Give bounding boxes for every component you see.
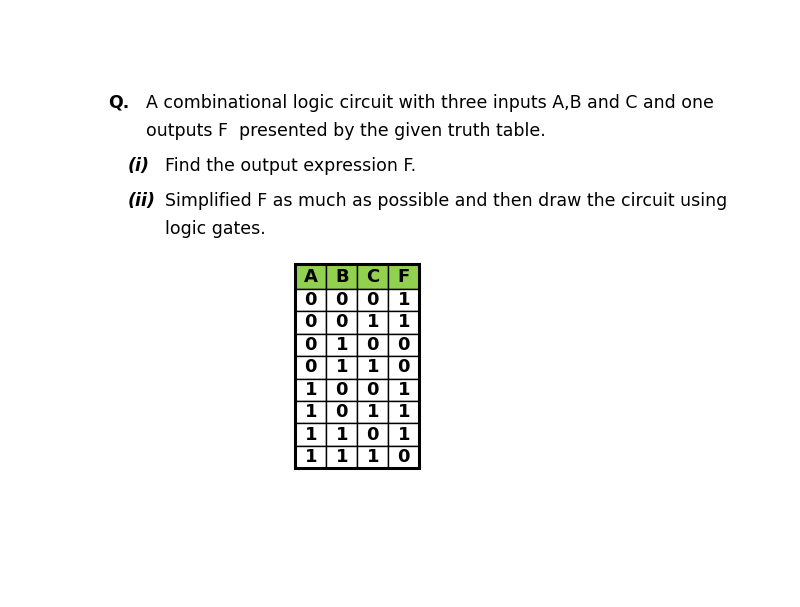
Bar [388,334,419,356]
Text: 1: 1 [305,448,317,466]
Text: 1: 1 [335,426,348,444]
Bar [358,401,388,424]
Text: A combinational logic circuit with three inputs A,B and C and one: A combinational logic circuit with three… [146,94,714,112]
Text: 1: 1 [335,336,348,354]
Bar [388,379,419,401]
Bar [388,446,419,468]
Text: 0: 0 [305,358,317,376]
Text: 0: 0 [398,448,410,466]
Text: 0: 0 [366,426,379,444]
Text: F: F [398,268,410,286]
Bar [388,424,419,446]
Bar [326,424,358,446]
Bar [326,356,358,379]
Bar [326,334,358,356]
Bar [295,401,326,424]
Bar [295,379,326,401]
Bar [326,289,358,311]
Text: 0: 0 [398,336,410,354]
Bar [326,401,358,424]
Bar [326,446,358,468]
Text: 1: 1 [398,291,410,309]
Text: 1: 1 [398,403,410,421]
Text: 0: 0 [305,313,317,331]
Text: Q.: Q. [108,94,130,112]
Bar [295,265,419,468]
Bar [388,356,419,379]
Bar [295,356,326,379]
Text: 0: 0 [335,291,348,309]
Bar [358,265,388,289]
Text: 1: 1 [335,358,348,376]
Text: A: A [304,268,318,286]
Bar [295,265,326,289]
Bar [295,289,326,311]
Text: logic gates.: logic gates. [165,220,266,238]
Text: C: C [366,268,379,286]
Text: 1: 1 [366,448,379,466]
Text: Find the output expression F.: Find the output expression F. [165,157,416,175]
Text: (i): (i) [127,157,150,175]
Bar [358,356,388,379]
Bar [326,379,358,401]
Bar [388,401,419,424]
Bar [388,289,419,311]
Text: 1: 1 [366,313,379,331]
Text: outputs F  presented by the given truth table.: outputs F presented by the given truth t… [146,122,546,140]
Text: 0: 0 [366,336,379,354]
Text: 0: 0 [366,381,379,399]
Text: 0: 0 [335,403,348,421]
Text: 0: 0 [335,313,348,331]
Bar [358,334,388,356]
Text: 0: 0 [398,358,410,376]
Text: 1: 1 [398,426,410,444]
Bar [295,446,326,468]
Text: 1: 1 [398,381,410,399]
Text: 1: 1 [305,381,317,399]
Bar [388,265,419,289]
Text: 0: 0 [335,381,348,399]
Bar [326,265,358,289]
Bar [358,379,388,401]
Text: B: B [335,268,349,286]
Text: 1: 1 [398,313,410,331]
Text: 0: 0 [305,336,317,354]
Bar [358,311,388,334]
Bar [358,424,388,446]
Bar [295,424,326,446]
Text: 1: 1 [335,448,348,466]
Text: 0: 0 [305,291,317,309]
Text: 1: 1 [305,426,317,444]
Text: 1: 1 [366,403,379,421]
Text: (ii): (ii) [127,192,155,210]
Text: 1: 1 [366,358,379,376]
Bar [326,311,358,334]
Bar [388,311,419,334]
Text: Simplified F as much as possible and then draw the circuit using: Simplified F as much as possible and the… [165,192,727,210]
Bar [358,446,388,468]
Bar [295,311,326,334]
Bar [358,289,388,311]
Text: 0: 0 [366,291,379,309]
Text: 1: 1 [305,403,317,421]
Bar [295,334,326,356]
